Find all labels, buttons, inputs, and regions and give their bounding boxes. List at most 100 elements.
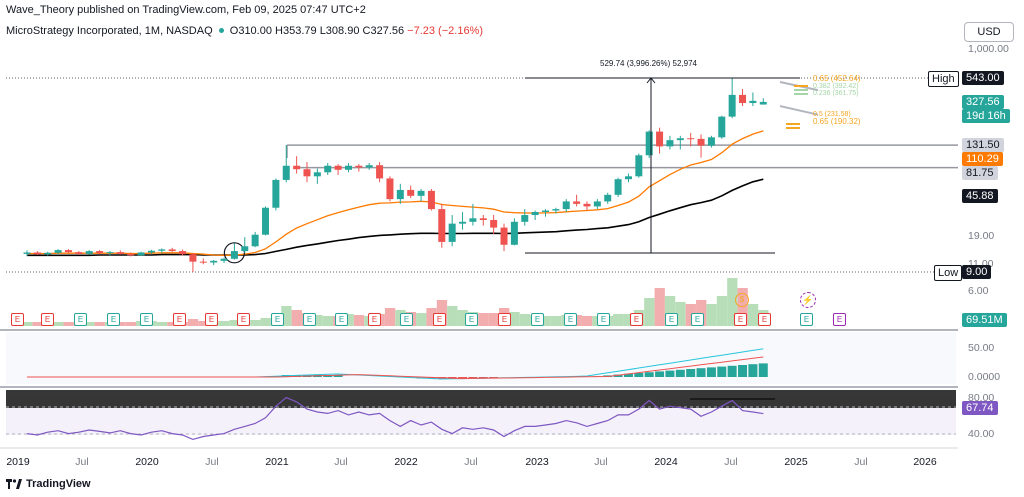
candle-body — [303, 169, 311, 177]
candle-body — [365, 165, 373, 168]
earnings-marker-upcoming[interactable]: E — [833, 313, 846, 326]
volume-bar — [219, 321, 230, 326]
macd-histogram-bar — [623, 373, 633, 377]
volume-bar — [156, 322, 168, 326]
earnings-marker[interactable]: E — [465, 313, 478, 326]
volume-bar — [747, 304, 759, 326]
earnings-marker[interactable]: E — [800, 313, 813, 326]
earnings-marker[interactable]: E — [665, 313, 678, 326]
earnings-marker[interactable]: E — [400, 313, 413, 326]
candle-body — [344, 165, 352, 170]
footer-brand: TradingView — [26, 478, 91, 490]
candle-body — [448, 223, 456, 242]
volume-bar — [32, 322, 43, 326]
candle-body — [666, 140, 674, 147]
earnings-marker[interactable]: E — [237, 313, 250, 326]
candle-body — [54, 250, 62, 253]
candle-body — [44, 252, 52, 255]
earnings-marker[interactable]: E — [531, 313, 544, 326]
earnings-marker[interactable]: E — [41, 313, 54, 326]
macd-histogram-bar — [738, 365, 748, 377]
earnings-marker[interactable]: E — [691, 313, 704, 326]
ema-fast-line — [27, 130, 764, 256]
volume-bar — [229, 320, 240, 326]
xtick-label: 2026 — [913, 456, 937, 468]
volume-bar — [426, 308, 437, 326]
candle-body — [33, 252, 41, 255]
earnings-marker[interactable]: E — [205, 313, 218, 326]
earnings-marker[interactable]: E — [564, 313, 577, 326]
candle-body — [85, 251, 93, 254]
candle-body — [510, 221, 518, 245]
earnings-marker[interactable]: E — [433, 313, 446, 326]
candle-body — [75, 252, 83, 254]
earnings-marker[interactable]: E — [173, 313, 186, 326]
macd-histogram-bar — [686, 369, 696, 377]
earnings-marker[interactable]: E — [107, 313, 120, 326]
candle-body — [158, 249, 166, 251]
candle-body — [583, 203, 591, 207]
volume-bar — [488, 313, 499, 326]
volume-bar — [53, 322, 64, 326]
dividend-icon[interactable]: $ — [735, 293, 749, 307]
fib-label-bottom: 0.65 (190.32) — [813, 117, 861, 126]
volume-label: 69.51M — [962, 313, 1007, 327]
split-icon[interactable]: ⚡ — [800, 292, 816, 308]
earnings-marker[interactable]: E — [758, 313, 771, 326]
macd-histogram-bar — [696, 368, 706, 377]
xtick-label: 2022 — [394, 456, 418, 468]
candle-body — [593, 201, 601, 207]
rsi-pane — [26, 396, 775, 441]
earnings-marker[interactable]: E — [335, 313, 348, 326]
earnings-marker[interactable]: E — [271, 313, 284, 326]
candle-body — [127, 253, 135, 256]
volume-bar — [644, 298, 655, 326]
ytick-19: 19.00 — [968, 230, 995, 242]
volume-bar — [509, 312, 520, 326]
earnings-marker[interactable]: E — [368, 313, 381, 326]
horizontal-levels — [6, 77, 958, 273]
xtick-label: 2025 — [784, 456, 808, 468]
xtick-label: Jul — [464, 456, 478, 468]
volume-bar — [457, 310, 468, 326]
indicator-panes — [0, 329, 958, 449]
currency-button[interactable]: USD — [964, 22, 1014, 42]
volume-bar — [737, 288, 748, 326]
volume-bar — [115, 322, 126, 326]
candle-body — [116, 252, 124, 254]
earnings-marker[interactable]: E — [498, 313, 511, 326]
volume-bar — [550, 316, 562, 326]
macd-histogram-bar — [717, 366, 727, 377]
volume-bar — [613, 314, 624, 326]
earnings-marker[interactable]: E — [303, 313, 316, 326]
rsi-overbought-zone — [6, 390, 956, 408]
ohlc-high: H353.79 — [275, 25, 317, 37]
candle-body — [137, 252, 145, 256]
candle-body — [251, 234, 259, 247]
volume-bar — [623, 314, 634, 326]
candle-body — [324, 165, 332, 173]
level-81-label: 81.75 — [962, 166, 998, 180]
candle-body — [635, 155, 643, 177]
candles — [23, 78, 767, 272]
earnings-marker[interactable]: E — [597, 313, 610, 326]
volume-bar — [281, 306, 292, 326]
earnings-marker[interactable]: E — [734, 313, 747, 326]
fib-label-382: 0.382 (392.42) — [813, 83, 859, 90]
earnings-marker[interactable]: E — [74, 313, 87, 326]
candle-body — [645, 131, 653, 156]
candle-body — [739, 94, 747, 104]
volume-bar — [540, 316, 551, 326]
candle-body — [386, 178, 394, 200]
earnings-marker[interactable]: E — [11, 313, 24, 326]
macd-histogram-bar — [323, 375, 333, 377]
high-tag: High — [928, 71, 959, 87]
xtick-label: 2023 — [525, 456, 549, 468]
fib-label-top: 0.65 (452.64) — [813, 74, 861, 83]
macd-histogram-bar — [665, 370, 675, 377]
earnings-marker[interactable]: E — [630, 313, 643, 326]
earnings-marker[interactable]: E — [140, 313, 153, 326]
candle-body — [199, 261, 207, 263]
candle-body — [438, 209, 446, 242]
